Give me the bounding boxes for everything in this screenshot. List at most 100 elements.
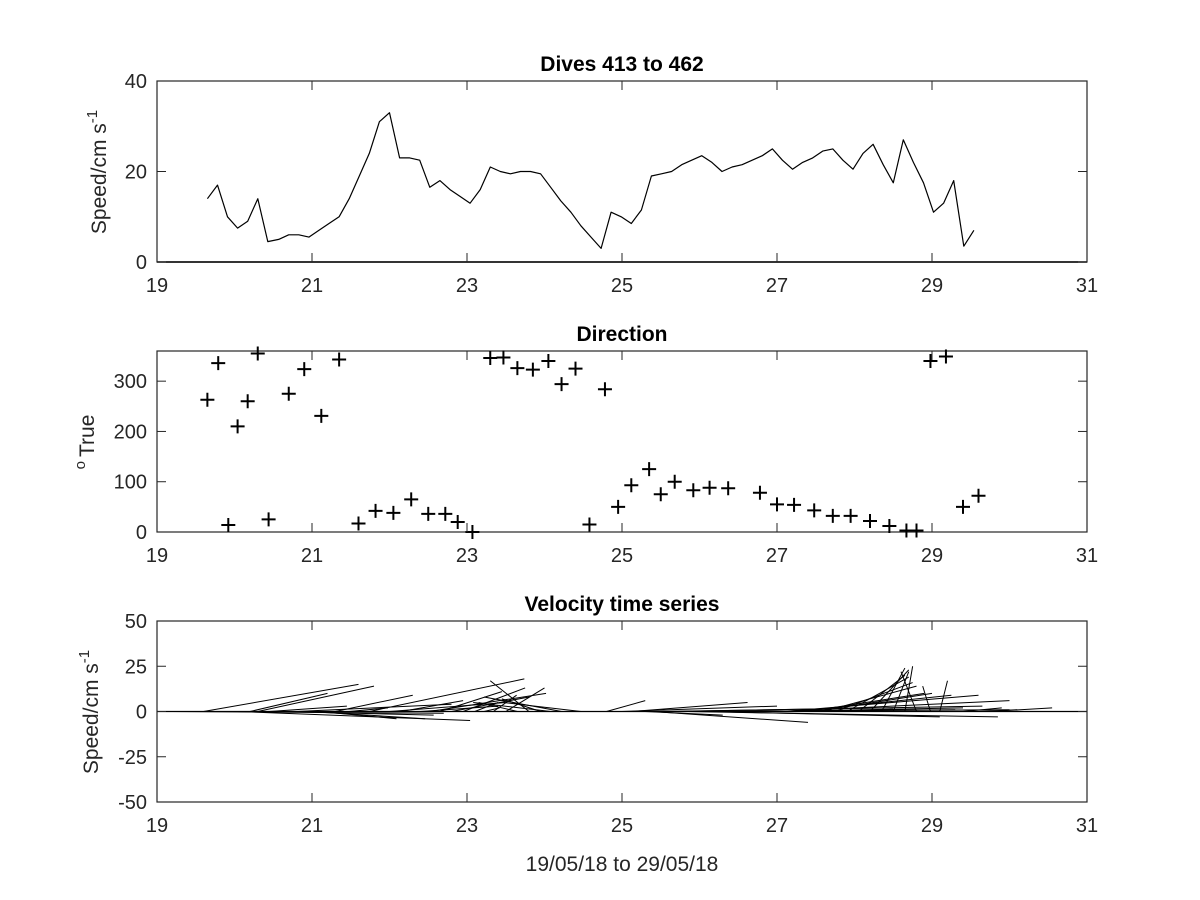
velocity-chart-title: Velocity time series — [525, 593, 720, 616]
speed-y-tick-label: 20 — [125, 162, 147, 184]
velocity-x-tick-label: 19 — [146, 815, 168, 837]
velocity-x-axis-label: 19/05/18 to 29/05/18 — [526, 853, 719, 876]
direction-point — [642, 462, 657, 477]
direction-point — [250, 346, 265, 361]
direction-y-axis-label-degree: o — [72, 461, 89, 469]
direction-axis-ticks: 19 21 23 25 27 29 31 0 100 200 300 — [114, 351, 1098, 567]
direction-point — [368, 503, 383, 518]
direction-point — [211, 356, 226, 371]
direction-point — [843, 508, 858, 523]
velocity-feather — [203, 683, 359, 712]
svg-text:oTrue: o True — [72, 415, 99, 470]
velocity-feather — [318, 711, 397, 720]
speed-y-axis-label-superscript: -1 — [84, 110, 101, 123]
speed-y-tick-label: 40 — [125, 71, 147, 93]
velocity-feather — [858, 674, 906, 712]
velocity-feather — [869, 669, 910, 712]
direction-point — [597, 382, 612, 397]
direction-point — [230, 419, 245, 434]
velocity-feather — [503, 701, 581, 712]
direction-point — [297, 362, 312, 377]
velocity-feather — [652, 711, 809, 723]
direction-x-tick-label: 21 — [301, 545, 323, 567]
direction-point — [582, 517, 597, 532]
direction-point — [787, 497, 802, 512]
velocity-feather — [881, 667, 906, 712]
velocity-feather — [900, 671, 917, 712]
direction-y-axis-label-text: True — [76, 415, 99, 457]
direction-point — [653, 487, 668, 502]
velocity-x-tick-label: 29 — [921, 815, 943, 837]
direction-point — [624, 478, 639, 493]
direction-point — [351, 516, 366, 531]
direction-y-tick-label: 0 — [136, 522, 147, 544]
direction-point — [438, 506, 453, 521]
speed-y-tick-label: 0 — [136, 252, 147, 274]
direction-point — [807, 503, 822, 518]
direction-x-tick-label: 19 — [146, 545, 168, 567]
direction-point — [702, 480, 717, 495]
speed-panel: Dives 413 to 462 Speed/cm s-1 19 21 23 25 27… — [84, 53, 1098, 297]
direction-point — [611, 499, 626, 514]
velocity-y-axis-label-superscript: -1 — [76, 650, 93, 663]
svg-text:Speed/cm s-1: Speed/cm s-1 — [76, 650, 103, 774]
direction-point — [386, 505, 401, 520]
velocity-y-tick-label: 50 — [125, 611, 147, 633]
velocity-feather — [335, 694, 413, 712]
direction-point — [721, 481, 736, 496]
velocity-feather — [269, 705, 347, 712]
direction-point — [825, 508, 840, 523]
velocity-axis-ticks: 19 21 23 25 27 29 31 -50 -25 0 25 50 — [118, 611, 1098, 837]
direction-x-tick-label: 31 — [1076, 545, 1098, 567]
direction-x-tick-label: 25 — [611, 545, 633, 567]
direction-y-tick-label: 300 — [114, 371, 147, 393]
velocity-feather — [439, 691, 503, 712]
direction-point — [281, 386, 296, 401]
velocity-feather — [278, 711, 434, 716]
velocity-feather — [962, 707, 1002, 712]
direction-x-tick-label: 29 — [921, 545, 943, 567]
velocity-feather — [505, 687, 545, 712]
velocity-y-tick-label: -25 — [118, 747, 147, 769]
direction-point — [770, 497, 784, 512]
velocity-feather — [473, 701, 551, 712]
direction-point — [956, 499, 970, 514]
velocity-feather — [784, 694, 979, 712]
velocity-y-tick-label: -50 — [118, 792, 147, 814]
direction-point — [510, 361, 525, 376]
direction-point — [483, 351, 498, 366]
direction-point — [541, 354, 556, 369]
direction-point — [752, 485, 767, 500]
direction-point — [314, 408, 329, 423]
direction-point — [923, 354, 938, 369]
direction-panel: Direction o True 19 21 23 25 27 29 31 0 100 200 300 — [72, 323, 1098, 567]
velocity-feather — [939, 680, 948, 712]
speed-x-tick-label: 23 — [456, 275, 478, 297]
direction-y-tick-label: 100 — [114, 472, 147, 494]
direction-point — [863, 513, 877, 528]
direction-point — [450, 514, 465, 529]
velocity-feather — [401, 700, 464, 712]
direction-chart-title: Direction — [576, 323, 667, 346]
velocity-feather — [257, 685, 375, 712]
velocity-feather — [892, 671, 910, 712]
velocity-y-axis-label: Speed/cm s-1 — [76, 650, 103, 774]
speed-x-tick-label: 25 — [611, 275, 633, 297]
velocity-feather — [807, 692, 925, 712]
direction-point — [686, 483, 701, 498]
direction-y-axis-label: o True — [72, 415, 99, 470]
velocity-feather — [474, 701, 499, 712]
speed-x-tick-label: 27 — [766, 275, 788, 297]
velocity-feather — [489, 680, 530, 712]
velocity-x-tick-label: 27 — [766, 815, 788, 837]
velocity-feather-series — [172, 666, 1053, 723]
velocity-feather — [369, 678, 525, 712]
velocity-x-tick-label: 21 — [301, 815, 323, 837]
direction-point — [882, 518, 897, 533]
direction-point — [568, 361, 583, 376]
speed-x-tick-label: 19 — [146, 275, 168, 297]
direction-point — [909, 523, 924, 538]
velocity-panel: Velocity time series Speed/cm s-1 19 21 23… — [76, 593, 1098, 876]
